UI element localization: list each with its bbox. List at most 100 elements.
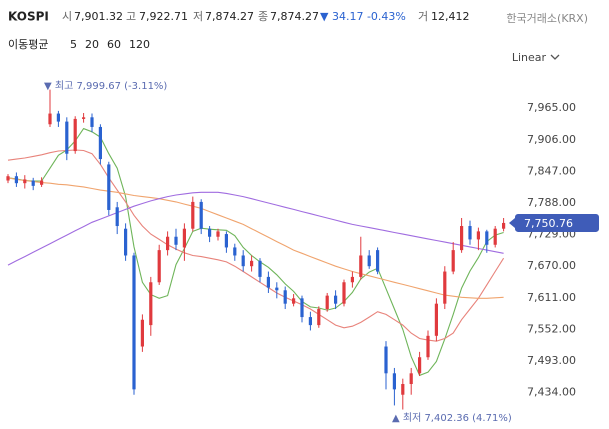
candle-body xyxy=(157,250,161,283)
candle-body xyxy=(308,317,312,326)
candle-body xyxy=(6,176,10,181)
candle-body xyxy=(283,290,287,304)
candle-body xyxy=(233,247,237,256)
candle-body xyxy=(493,228,497,245)
high-label: 고 xyxy=(126,10,136,23)
candle-body xyxy=(216,231,220,237)
candle-body xyxy=(149,282,153,326)
candle-body xyxy=(317,309,321,326)
close-label: 종 xyxy=(258,10,268,23)
low-label: 저 xyxy=(193,10,203,23)
candle-body xyxy=(409,373,413,385)
y-tick-label: 7,434.00 xyxy=(527,386,576,399)
ma-line xyxy=(7,127,504,377)
candle-body xyxy=(90,117,94,127)
candle-body xyxy=(56,113,60,122)
change: ▼ 34.17 -0.43% xyxy=(320,10,406,23)
candle-body xyxy=(140,319,144,347)
candle-body xyxy=(199,201,203,229)
candle-body xyxy=(208,228,212,237)
candle-body xyxy=(31,180,35,186)
volume-label: 거 xyxy=(418,10,428,23)
candle-body xyxy=(434,303,438,336)
legend-entry: 120 xyxy=(129,38,150,51)
candle-body xyxy=(191,201,195,229)
legend-entry: 60 xyxy=(107,38,121,51)
candle-body xyxy=(460,226,464,251)
candle-body xyxy=(426,335,430,358)
open-label: 시 xyxy=(62,10,72,23)
close-value: 7,874.27 xyxy=(270,10,319,23)
candle-body xyxy=(124,228,128,256)
volume-value: 12,412 xyxy=(431,10,470,23)
y-tick-label: 7,847.00 xyxy=(527,164,576,177)
last-price-pointer xyxy=(509,217,515,228)
candle-body xyxy=(182,228,186,248)
candle-body xyxy=(258,260,262,277)
ma-title: 이동평균 xyxy=(8,38,48,51)
high-annotation: ▼ 최고 7,999.67 (-3.11%) xyxy=(44,80,167,92)
y-tick-label: 7,965.00 xyxy=(527,101,576,114)
ma-line xyxy=(7,177,504,299)
candle-body xyxy=(250,260,254,267)
candle-body xyxy=(166,236,170,251)
last-price-box xyxy=(515,213,599,232)
low-annotation: ▲ 최저 7,402.36 (4.71%) xyxy=(392,412,512,424)
candle-body xyxy=(98,126,102,160)
candle-body xyxy=(350,276,354,283)
candle-body xyxy=(266,276,270,288)
candle-body xyxy=(384,346,388,374)
candle-body xyxy=(418,357,422,374)
candle-body xyxy=(174,236,178,245)
y-tick-label: 7,493.00 xyxy=(527,354,576,367)
candle-body xyxy=(367,255,371,267)
low-value: 7,874.27 xyxy=(205,10,254,23)
candle-body xyxy=(334,295,338,304)
symbol: KOSPI xyxy=(8,10,49,24)
y-tick-label: 7,670.00 xyxy=(527,259,576,272)
source: 한국거래소(KRX) xyxy=(506,12,588,25)
y-tick-label: 7,611.00 xyxy=(527,291,576,304)
y-tick-label: 7,906.00 xyxy=(527,133,576,146)
candle-body xyxy=(476,231,480,240)
candle-body xyxy=(485,231,489,245)
candle-body xyxy=(392,373,396,390)
legend-entry: 5 xyxy=(70,38,77,51)
candle-body xyxy=(48,113,52,125)
legend-entry: 20 xyxy=(85,38,99,51)
candle-body xyxy=(376,250,380,272)
candle-body xyxy=(342,282,346,304)
scale-menu[interactable]: Linear xyxy=(512,51,547,64)
y-tick-label: 7,788.00 xyxy=(527,196,576,209)
candle-body xyxy=(502,222,506,229)
candle-body xyxy=(65,121,69,154)
open-value: 7,901.32 xyxy=(74,10,123,23)
candle-body xyxy=(401,384,405,395)
candle-body xyxy=(82,117,86,119)
candle-body xyxy=(325,295,329,310)
candle-body xyxy=(40,180,44,185)
candle-body xyxy=(107,164,111,210)
y-tick-label: 7,552.00 xyxy=(527,322,576,335)
candle-body xyxy=(443,271,447,304)
candle-body xyxy=(451,250,455,272)
candle-body xyxy=(14,176,18,184)
candle-body xyxy=(224,234,228,248)
candle-body xyxy=(275,287,279,291)
high-value: 7,922.71 xyxy=(139,10,188,23)
candle-body xyxy=(300,298,304,318)
candle-body xyxy=(241,255,245,267)
ma-line xyxy=(7,191,504,266)
candle-body xyxy=(115,207,119,227)
candle-body xyxy=(73,118,77,152)
candle-body xyxy=(292,298,296,304)
ma-line xyxy=(7,149,505,342)
candle-body xyxy=(359,255,363,277)
candle-body xyxy=(468,226,472,240)
last-price-label: 7,750.76 xyxy=(524,217,573,230)
dropdown-chevron[interactable] xyxy=(550,54,560,60)
candle-body xyxy=(23,179,27,184)
candle-body xyxy=(132,255,136,390)
